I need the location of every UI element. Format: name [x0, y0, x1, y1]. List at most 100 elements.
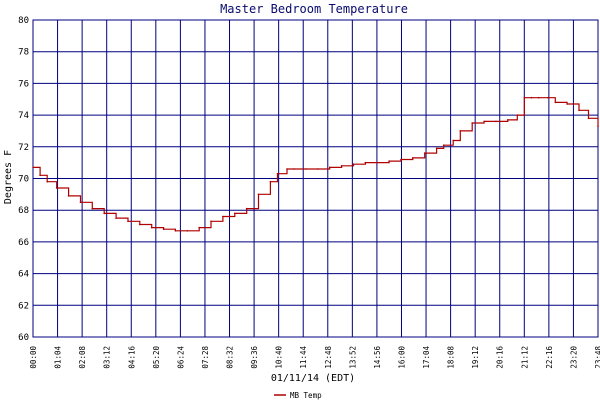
data-point: [523, 96, 526, 99]
data-point: [566, 103, 568, 105]
data-point: [400, 158, 402, 161]
x-tick-label: 02:08: [78, 346, 87, 369]
data-point: [376, 161, 379, 164]
data-point: [210, 220, 212, 223]
data-point: [305, 168, 307, 170]
x-tick-label: 07:28: [201, 346, 210, 369]
legend-label: MB Temp: [290, 391, 322, 400]
x-axis-ticks: 00:00 01:04 02:08 03:12 04:16 05:20 06:24 07:28…: [29, 346, 600, 369]
x-tick-label: 09:36: [250, 346, 259, 369]
data-point: [127, 220, 129, 223]
data-point: [423, 152, 426, 154]
x-tick-label: 20:16: [496, 346, 505, 369]
x-tick-label: 16:00: [397, 346, 406, 369]
data-point: [578, 109, 580, 112]
x-tick-label: 05:20: [152, 346, 161, 369]
x-tick-label: 03:12: [103, 346, 112, 369]
data-point: [412, 157, 414, 159]
data-point: [293, 168, 295, 170]
data-point: [328, 166, 331, 169]
y-tick-label: 70: [18, 175, 29, 185]
data-point: [388, 160, 390, 162]
data-point: [530, 96, 533, 99]
data-point: [317, 168, 319, 170]
x-tick-label: 21:12: [520, 346, 529, 369]
data-point: [186, 230, 189, 232]
data-point: [55, 187, 58, 189]
series-layer: [32, 96, 599, 232]
y-tick-label: 66: [18, 238, 29, 248]
data-point: [276, 172, 279, 175]
x-tick-label: 06:24: [176, 346, 185, 369]
x-tick-label: 11:44: [299, 346, 308, 369]
data-point: [483, 120, 485, 123]
series-line-mb-temp: [33, 97, 599, 232]
data-point: [162, 228, 165, 230]
y-tick-label: 68: [18, 206, 29, 216]
x-tick-label: 12:48: [324, 346, 333, 369]
data-point: [103, 212, 105, 215]
data-point: [435, 147, 438, 150]
legend: MB Temp: [274, 391, 322, 400]
data-point: [174, 230, 177, 232]
chart-title: Master Bedroom Temperature: [220, 2, 408, 16]
data-point: [286, 168, 288, 170]
y-tick-label: 78: [18, 48, 29, 58]
data-point: [245, 207, 248, 210]
data-point: [537, 96, 540, 99]
x-tick-label: 04:16: [127, 346, 136, 369]
data-point: [554, 101, 557, 104]
data-point: [547, 96, 549, 99]
y-axis-label: Degrees F: [3, 150, 14, 204]
y-axis-ticks: 60 62 64 66 68 70 72 74 76 78 80: [18, 16, 29, 343]
x-tick-label: 14:56: [373, 346, 382, 369]
data-point: [67, 195, 70, 197]
x-tick-label: 01:04: [54, 346, 63, 369]
data-point: [39, 174, 41, 177]
data-point: [198, 226, 200, 229]
plot-frame: [32, 19, 599, 338]
y-tick-label: 80: [18, 16, 29, 26]
data-point: [597, 125, 599, 127]
data-point: [150, 226, 153, 229]
data-point: [471, 122, 474, 124]
data-point: [115, 217, 117, 219]
data-point: [46, 180, 48, 183]
x-axis-label: 01/11/14 (EDT): [271, 373, 355, 384]
x-tick-label: 23:48: [594, 346, 600, 369]
data-point: [139, 223, 141, 226]
x-tick-label: 00:00: [29, 346, 38, 369]
data-point: [32, 166, 34, 169]
data-point: [495, 120, 497, 123]
x-tick-label: 13:52: [348, 346, 357, 369]
x-tick-label: 08:32: [226, 346, 235, 369]
data-point: [234, 212, 236, 215]
data-point: [452, 139, 455, 142]
data-point: [459, 130, 462, 132]
data-point: [79, 201, 82, 204]
y-tick-label: 62: [18, 301, 29, 311]
data-point: [364, 161, 367, 164]
x-tick-label: 17:04: [422, 346, 431, 369]
y-tick-label: 72: [18, 143, 29, 153]
y-tick-label: 60: [18, 333, 29, 343]
data-point: [269, 180, 272, 183]
data-point: [340, 165, 343, 167]
x-tick-label: 18:08: [447, 346, 456, 369]
x-tick-label: 19:12: [471, 346, 480, 369]
y-tick-label: 74: [18, 111, 29, 121]
y-tick-label: 64: [18, 270, 29, 280]
x-tick-label: 22:16: [545, 346, 554, 369]
data-point: [516, 114, 519, 116]
data-point: [352, 163, 355, 165]
y-tick-label: 76: [18, 79, 29, 89]
data-point: [257, 193, 260, 196]
data-point: [507, 119, 509, 121]
data-point: [587, 117, 590, 120]
data-point: [222, 215, 224, 218]
x-tick-label: 23:20: [569, 346, 578, 369]
data-point: [442, 144, 445, 146]
x-tick-label: 10:40: [275, 346, 284, 369]
